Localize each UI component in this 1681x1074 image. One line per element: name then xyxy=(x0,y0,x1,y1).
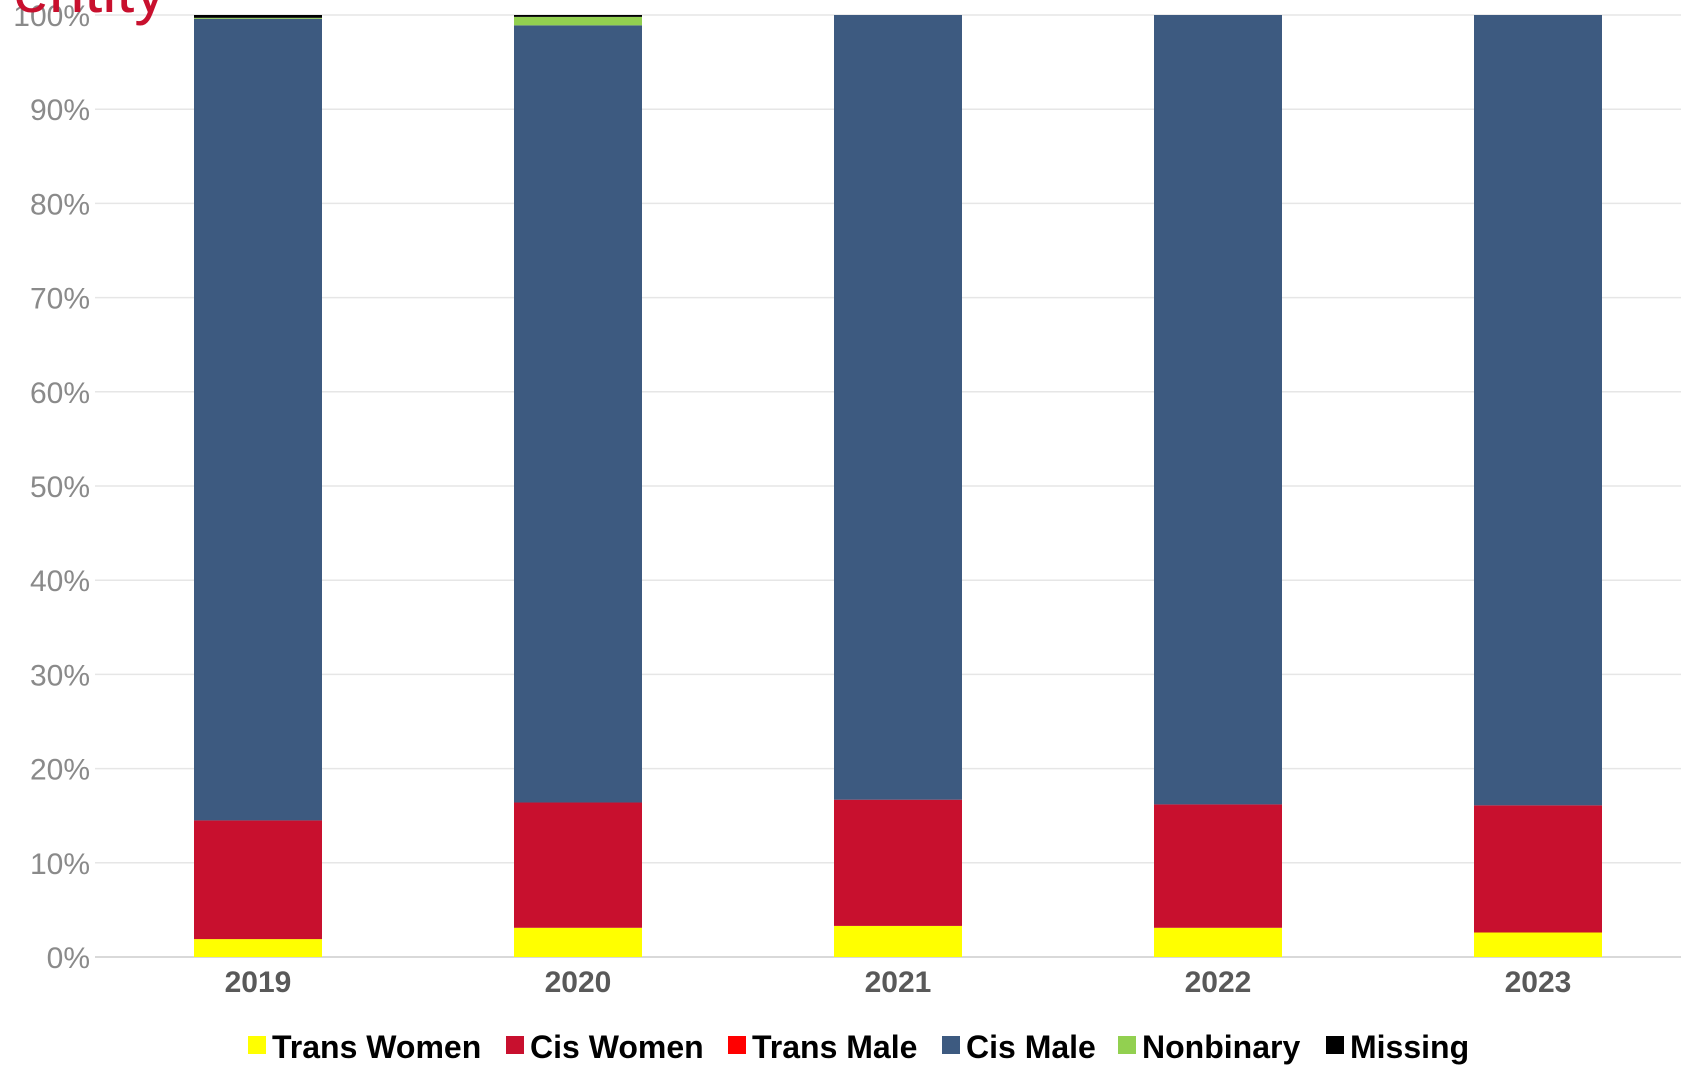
y-tick-label: 60% xyxy=(30,377,90,410)
legend-swatch xyxy=(942,1036,960,1054)
legend-swatch xyxy=(506,1036,524,1054)
legend-swatch xyxy=(1326,1036,1344,1054)
x-category-label: 2020 xyxy=(545,966,612,999)
bar-segment-trans-women xyxy=(1474,932,1602,957)
legend-label: Trans Male xyxy=(752,1029,917,1065)
y-tick-label: 90% xyxy=(30,94,90,127)
y-tick-label: 30% xyxy=(30,659,90,692)
bar-segment-trans-women xyxy=(194,939,322,957)
legend-label: Nonbinary xyxy=(1142,1029,1300,1065)
legend-swatch xyxy=(1118,1036,1136,1054)
bar-segment-cis-women xyxy=(1154,804,1282,928)
x-category-label: 2023 xyxy=(1505,966,1572,999)
bar-segment-nonbinary xyxy=(194,17,322,19)
y-tick-label: 70% xyxy=(30,283,90,316)
bar-segment-cis-male xyxy=(1154,15,1282,805)
y-tick-label: 0% xyxy=(47,942,90,975)
legend-swatch xyxy=(728,1036,746,1054)
x-category-label: 2019 xyxy=(225,966,292,999)
legend-swatch xyxy=(248,1036,266,1054)
bar-segment-cis-women xyxy=(1474,805,1602,933)
legend-label: Cis Male xyxy=(966,1029,1096,1065)
legend-label: Cis Women xyxy=(530,1029,704,1065)
bar-segment-cis-women xyxy=(514,802,642,928)
bar-segment-trans-women xyxy=(834,925,962,957)
x-category-label: 2021 xyxy=(865,966,932,999)
bar-segment-cis-male xyxy=(514,25,642,803)
y-tick-label: 100% xyxy=(13,0,90,33)
legend-label: Missing xyxy=(1350,1029,1469,1065)
bar-segment-trans-women xyxy=(1154,927,1282,957)
bar-segment-cis-women xyxy=(834,799,962,926)
bar-segment-missing xyxy=(514,15,642,17)
bar-segment-missing xyxy=(194,15,322,18)
legend-label: Trans Women xyxy=(272,1029,481,1065)
bar-segment-cis-women xyxy=(194,820,322,940)
bar-segment-cis-male xyxy=(194,18,322,821)
y-tick-label: 50% xyxy=(30,471,90,504)
x-category-label: 2022 xyxy=(1185,966,1252,999)
bar-segment-cis-male xyxy=(1474,15,1602,806)
y-tick-label: 10% xyxy=(30,848,90,881)
chart-title-fragment: -entity xyxy=(0,0,166,26)
y-tick-label: 20% xyxy=(30,754,90,787)
y-tick-label: 40% xyxy=(30,565,90,598)
bar-segment-cis-male xyxy=(834,15,962,800)
bar-segment-trans-women xyxy=(514,927,642,957)
bar-segment-nonbinary xyxy=(514,16,642,26)
y-tick-label: 80% xyxy=(30,188,90,221)
